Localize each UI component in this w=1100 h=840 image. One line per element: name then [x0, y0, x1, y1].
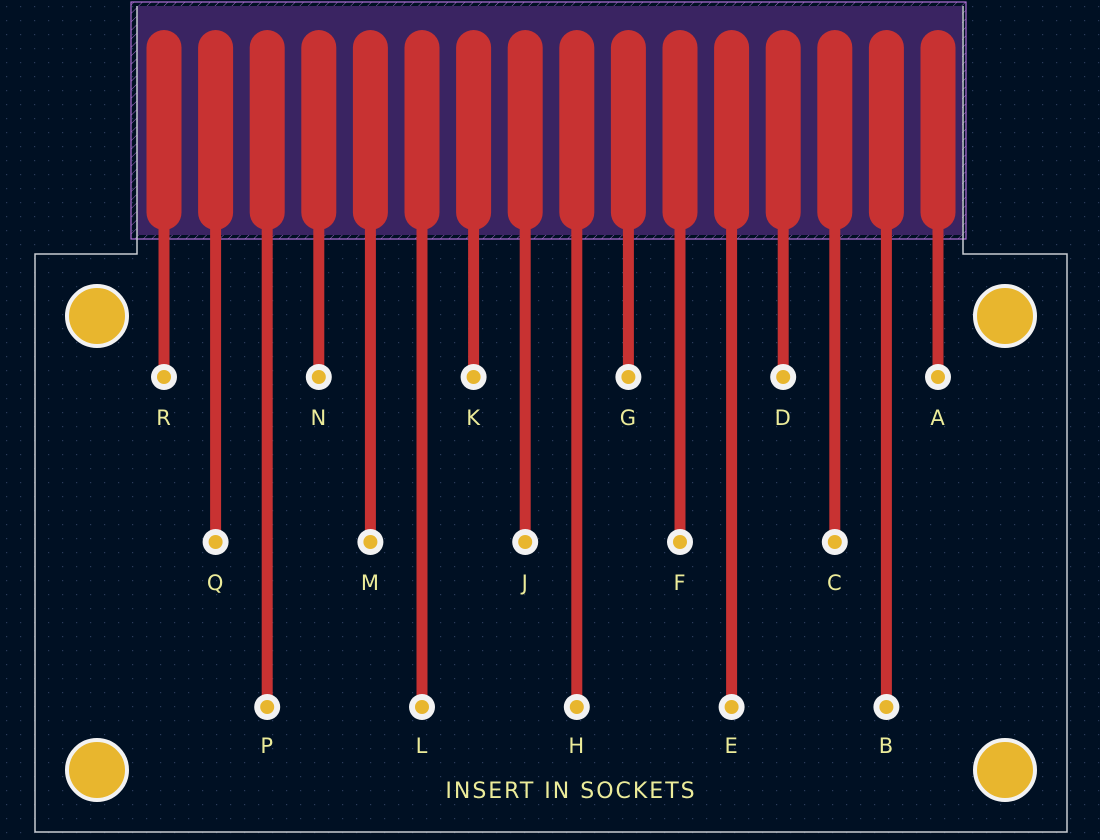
- silkscreen-text: INSERT IN SOCKETS: [445, 779, 696, 804]
- mounting-hole-bottom-left: [65, 738, 129, 802]
- pad-q-copper: [208, 535, 223, 549]
- edge-finger-g: [610, 30, 646, 230]
- pad-p-copper: [260, 700, 275, 714]
- edge-finger-a: [920, 30, 956, 230]
- pad-b-copper: [879, 700, 894, 714]
- mounting-hole-top-right: [973, 284, 1037, 348]
- pad-label-a: A: [930, 406, 945, 430]
- pad-g-copper: [621, 370, 636, 384]
- edge-finger-m: [352, 30, 388, 230]
- mounting-holes: [65, 284, 1037, 802]
- pad-label-h: H: [568, 734, 585, 758]
- pad-r-copper: [157, 370, 171, 384]
- pad-k-copper: [466, 370, 481, 384]
- pad-label-l: L: [416, 734, 429, 758]
- edge-finger-k: [456, 30, 492, 230]
- edge-finger-j: [507, 30, 543, 230]
- pad-a-copper: [931, 370, 945, 384]
- pad-label-n: N: [310, 406, 327, 430]
- edge-finger-b: [868, 30, 904, 230]
- edge-finger-n: [301, 30, 337, 230]
- pad-n-copper: [311, 370, 326, 384]
- pad-label-k: K: [466, 406, 481, 430]
- pad-label-p: P: [260, 734, 274, 758]
- pad-h-copper: [569, 700, 584, 714]
- pad-label-b: B: [879, 734, 894, 758]
- pad-label-e: E: [724, 734, 738, 758]
- edge-finger-h: [559, 30, 595, 230]
- pad-j-copper: [518, 535, 533, 549]
- pad-d-copper: [776, 370, 791, 384]
- pad-label-m: M: [361, 571, 380, 595]
- pad-c-copper: [827, 535, 842, 549]
- edge-finger-p: [249, 30, 285, 230]
- pad-label-f: F: [673, 571, 686, 595]
- edge-finger-c: [817, 30, 853, 230]
- edge-finger-f: [662, 30, 698, 230]
- pad-l-copper: [415, 700, 429, 714]
- mounting-hole-bottom-right: [973, 738, 1037, 802]
- pad-label-j: J: [520, 571, 529, 595]
- pad-label-d: D: [775, 406, 792, 430]
- through-hole-pads: [151, 364, 951, 720]
- edge-finger-e: [714, 30, 750, 230]
- edge-finger-q: [198, 30, 234, 230]
- pad-m-copper: [363, 535, 378, 549]
- pad-label-r: R: [156, 406, 172, 430]
- mounting-hole-top-left: [65, 284, 129, 348]
- board-outline: [34, 6, 1068, 833]
- edge-fingers: [146, 30, 956, 230]
- pad-label-q: Q: [207, 571, 225, 595]
- pad-label-g: G: [620, 406, 637, 430]
- edge-finger-l: [404, 30, 440, 230]
- pad-e-copper: [724, 700, 739, 714]
- edge-finger-r: [146, 30, 182, 230]
- pad-f-copper: [673, 535, 687, 549]
- pad-label-c: C: [827, 571, 843, 595]
- edge-finger-d: [765, 30, 801, 230]
- pad-labels: R Q P N M L K J H G F E D C B A: [156, 406, 945, 758]
